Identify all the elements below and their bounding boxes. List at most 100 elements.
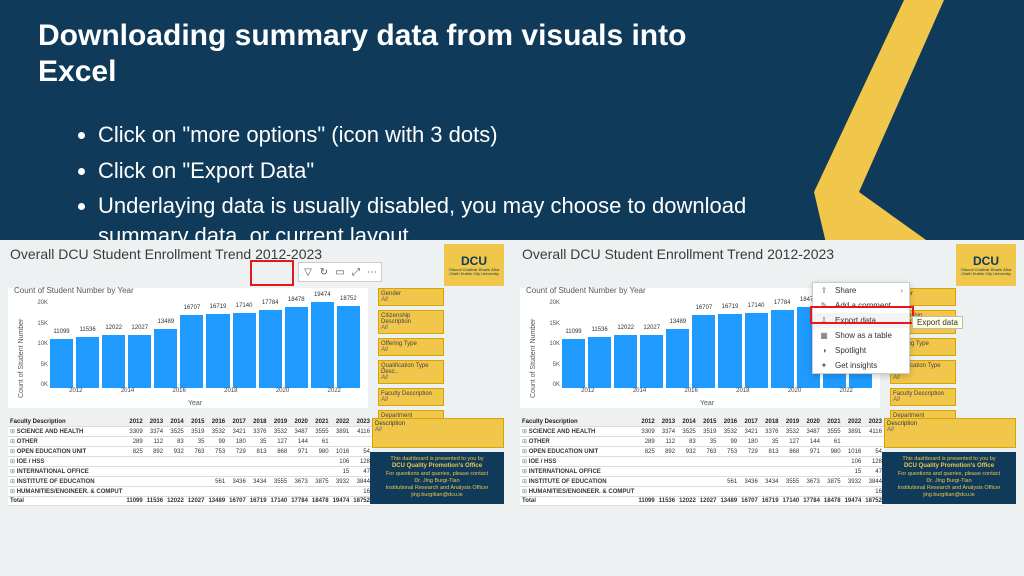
- table-cell: 11536: [657, 497, 677, 506]
- bar[interactable]: 17784: [771, 310, 794, 388]
- table-cell: [145, 467, 165, 477]
- row-label: HUMANITIES/ENGINEER. & COMPUT: [520, 487, 636, 497]
- table-cell: 35: [698, 437, 719, 447]
- table-cell: 813: [248, 447, 269, 457]
- bar[interactable]: 16707: [692, 315, 715, 389]
- table-cell: [718, 487, 739, 497]
- table-cell: [781, 487, 802, 497]
- bar[interactable]: 12027: [128, 335, 151, 388]
- table-cell: 18752: [863, 497, 884, 506]
- promo-name: Dr. Jing Burgi-Tian: [374, 478, 500, 485]
- table-cell: 19474: [331, 497, 352, 506]
- bar[interactable]: 18752: [337, 306, 360, 389]
- table-cell: [657, 467, 677, 477]
- description-filter[interactable]: Description All: [372, 418, 504, 448]
- table-cell: 3844: [351, 477, 372, 487]
- table-cell: 932: [677, 447, 698, 457]
- table-header: 2017: [227, 418, 248, 427]
- bar[interactable]: 17140: [745, 313, 768, 388]
- bar[interactable]: 18478: [285, 307, 308, 388]
- filter-card[interactable]: GenderAll: [378, 288, 444, 306]
- y-axis-label: Count of Student Number: [18, 319, 25, 398]
- menu-item-get-insights[interactable]: ✦Get insights: [813, 358, 909, 373]
- table-cell: [636, 487, 656, 497]
- table-cell: [636, 467, 656, 477]
- table-cell: 3374: [657, 427, 677, 437]
- bar[interactable]: 16719: [206, 314, 229, 388]
- table-cell: [206, 457, 227, 467]
- bar[interactable]: 17140: [233, 313, 256, 388]
- table-cell: [718, 457, 739, 467]
- bar[interactable]: 11099: [50, 339, 73, 388]
- filter-value: All: [893, 397, 953, 403]
- description-filter-label: Description: [887, 421, 1013, 427]
- popout-icon[interactable]: ⤢: [349, 265, 363, 279]
- share-icon: ⇪: [819, 286, 829, 295]
- filter-card[interactable]: Offering TypeAll: [378, 338, 444, 356]
- menu-item-export-data[interactable]: ⇩Export data: [813, 313, 909, 328]
- table-cell: [781, 457, 802, 467]
- table-cell: 54: [863, 447, 884, 457]
- table-cell: [698, 487, 719, 497]
- bar[interactable]: 12022: [102, 335, 125, 388]
- bar[interactable]: 16719: [718, 314, 741, 388]
- filter-card[interactable]: Faculty DescriptionAll: [890, 388, 956, 406]
- table-cell: [698, 477, 719, 487]
- table-cell: [657, 487, 677, 497]
- filter-cards: GenderAll Citizenship DescriptionAll Offer…: [378, 288, 504, 434]
- bar[interactable]: 11099: [562, 339, 585, 388]
- more-options-icon[interactable]: ⋯: [365, 265, 379, 279]
- bar[interactable]: 11536: [588, 337, 611, 388]
- table-row: HUMANITIES/ENGINEER. & COMPUT16: [520, 487, 884, 497]
- bar[interactable]: 13489: [154, 329, 177, 388]
- table-cell: 3532: [781, 427, 802, 437]
- table-cell: 144: [801, 437, 822, 447]
- filter-card[interactable]: Citizenship DescriptionAll: [378, 310, 444, 334]
- bar-chart[interactable]: Count of Student Number 20K 15K 10K 5K 0…: [8, 288, 368, 408]
- row-label: SCIENCE AND HEALTH: [520, 427, 636, 437]
- menu-item-share[interactable]: ⇪Share›: [813, 283, 909, 298]
- bar[interactable]: 19474: [311, 302, 334, 388]
- description-filter-label: Description: [375, 421, 501, 427]
- description-filter[interactable]: Description All: [884, 418, 1016, 448]
- table-cell: 3376: [760, 427, 781, 437]
- table-header: 2017: [739, 418, 760, 427]
- row-label: INSTITUTE OF EDUCATION: [520, 477, 636, 487]
- table-cell: 12022: [677, 497, 698, 506]
- promo-line: For questions and queries, please contac…: [886, 471, 1012, 478]
- menu-item-spotlight[interactable]: ◑Spotlight: [813, 343, 909, 358]
- table-cell: 16719: [760, 497, 781, 506]
- table-cell: 3555: [822, 427, 843, 437]
- menu-item-show-as-a-table[interactable]: ▦Show as a table: [813, 328, 909, 343]
- filter-card[interactable]: Qualification Type Desc..All: [378, 360, 444, 384]
- filter-icon[interactable]: ▽: [301, 265, 315, 279]
- x-axis: 201220142016201820202022: [562, 388, 872, 394]
- menu-item-label: Spotlight: [835, 346, 866, 355]
- bar-value-label: 18752: [340, 296, 357, 302]
- focus-icon[interactable]: ▭: [333, 265, 347, 279]
- faculty-table[interactable]: Faculty Description201220132014201520162…: [520, 418, 884, 506]
- bar[interactable]: 16707: [180, 315, 203, 389]
- bar[interactable]: 11536: [76, 337, 99, 388]
- filter-value: All: [381, 325, 441, 331]
- table-row: SCIENCE AND HEALTH3309337435253519353234…: [8, 427, 372, 437]
- filter-card[interactable]: Faculty DescriptionAll: [378, 388, 444, 406]
- table-cell: 12022: [165, 497, 186, 506]
- filter-label: Qualification Type Desc..: [381, 363, 441, 375]
- bar[interactable]: 13489: [666, 329, 689, 388]
- x-tick-label: 2012: [562, 388, 614, 394]
- row-label: Total: [520, 497, 636, 506]
- table-row: INSTITUTE OF EDUCATION561343634343555367…: [520, 477, 884, 487]
- table-row: INTERNATIONAL OFFICE1547: [520, 467, 884, 477]
- faculty-table[interactable]: Faculty Description201220132014201520162…: [8, 418, 372, 506]
- bar[interactable]: 12022: [614, 335, 637, 388]
- refresh-icon[interactable]: ↻: [317, 265, 331, 279]
- table-cell: [186, 487, 207, 497]
- row-label: HUMANITIES/ENGINEER. & COMPUT: [8, 487, 124, 497]
- table-cell: [677, 477, 698, 487]
- x-axis-label: Year: [700, 400, 714, 407]
- context-menu: ⇪Share›✎Add a comment⇩Export data▦Show a…: [812, 282, 910, 374]
- menu-item-add-a-comment[interactable]: ✎Add a comment: [813, 298, 909, 313]
- bar[interactable]: 17784: [259, 310, 282, 388]
- bar[interactable]: 12027: [640, 335, 663, 388]
